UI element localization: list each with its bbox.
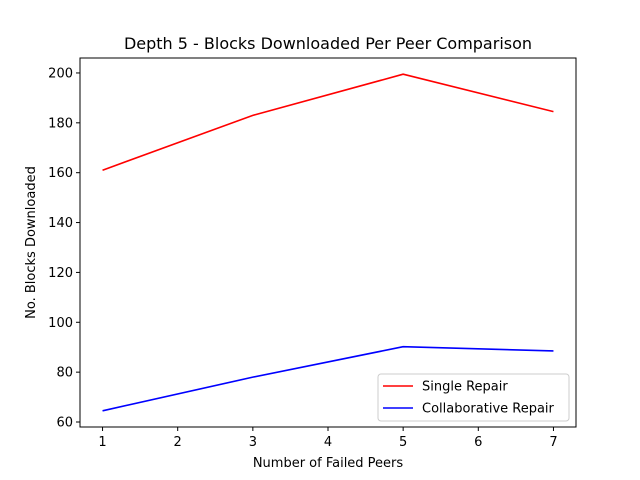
legend: Single Repair Collaborative Repair: [377, 373, 570, 422]
y-tick-label: 60: [56, 416, 73, 431]
x-tick-label: 7: [549, 435, 557, 450]
y-tick-label: 140: [48, 216, 73, 231]
y-tick-label: 100: [48, 316, 73, 331]
series-line-single-repair: [102, 73, 554, 171]
x-tick-label: 6: [474, 435, 482, 450]
y-tick-label: 80: [56, 366, 73, 381]
series-line-collaborative-repair: [102, 345, 554, 412]
y-tick-label: 160: [48, 166, 73, 181]
legend-label-collaborative-repair: Collaborative Repair: [422, 402, 555, 417]
x-axis-label: Number of Failed Peers: [253, 456, 404, 471]
y-tick-label: 180: [48, 116, 73, 131]
plot-frame: [79, 57, 577, 428]
x-axis: 1 2 3 4 5 6 7: [98, 427, 558, 450]
y-tick-label: 120: [48, 266, 73, 281]
y-axis: 60 80 100 120 140 160 180 200: [48, 66, 80, 431]
x-tick-label: 5: [399, 435, 407, 450]
legend-label-single-repair: Single Repair: [422, 380, 508, 395]
y-axis-label: No. Blocks Downloaded: [24, 166, 39, 319]
x-tick-label: 2: [174, 435, 182, 450]
plot-area: [79, 57, 577, 428]
legend-box: [377, 373, 570, 422]
chart-title: Depth 5 - Blocks Downloaded Per Peer Com…: [124, 34, 532, 53]
x-tick-label: 4: [324, 435, 332, 450]
series-layer: [102, 73, 554, 412]
x-tick-label: 1: [98, 435, 106, 450]
y-tick-label: 200: [48, 66, 73, 81]
x-tick-label: 3: [249, 435, 257, 450]
